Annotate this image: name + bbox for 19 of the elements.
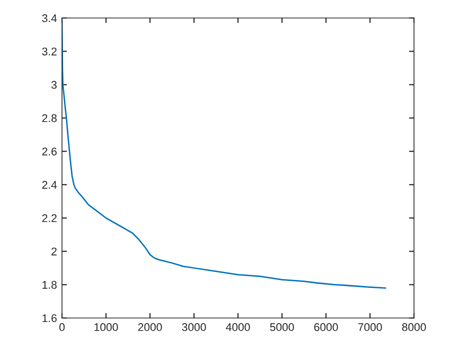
y-tick-label: 1.6 [42,314,57,322]
y-tick-label: 1.8 [42,280,57,289]
y-tick-label: 2.8 [42,114,57,122]
x-tick-label: 2000 [138,323,162,332]
x-tick-label: 6000 [314,323,338,332]
y-tick-label: 2.2 [42,214,57,222]
y-tick-label: 3 [51,80,57,89]
x-tick-label: 5000 [270,323,294,332]
y-tick-label: 2 [52,248,57,256]
x-tick-label: 3000 [182,323,206,332]
x-tick-label: 8000 [402,323,426,332]
x-tick-label: 0 [59,323,65,332]
x-tick-label: 4000 [226,323,250,332]
x-tick-label: 7000 [358,323,382,332]
x-tick-label: 1000 [94,323,118,332]
y-tick-label: 3.4 [42,14,57,22]
y-tick-label: 2.4 [42,180,57,189]
y-tick-label: 3.2 [42,48,57,56]
y-tick-label: 2.6 [42,148,57,156]
